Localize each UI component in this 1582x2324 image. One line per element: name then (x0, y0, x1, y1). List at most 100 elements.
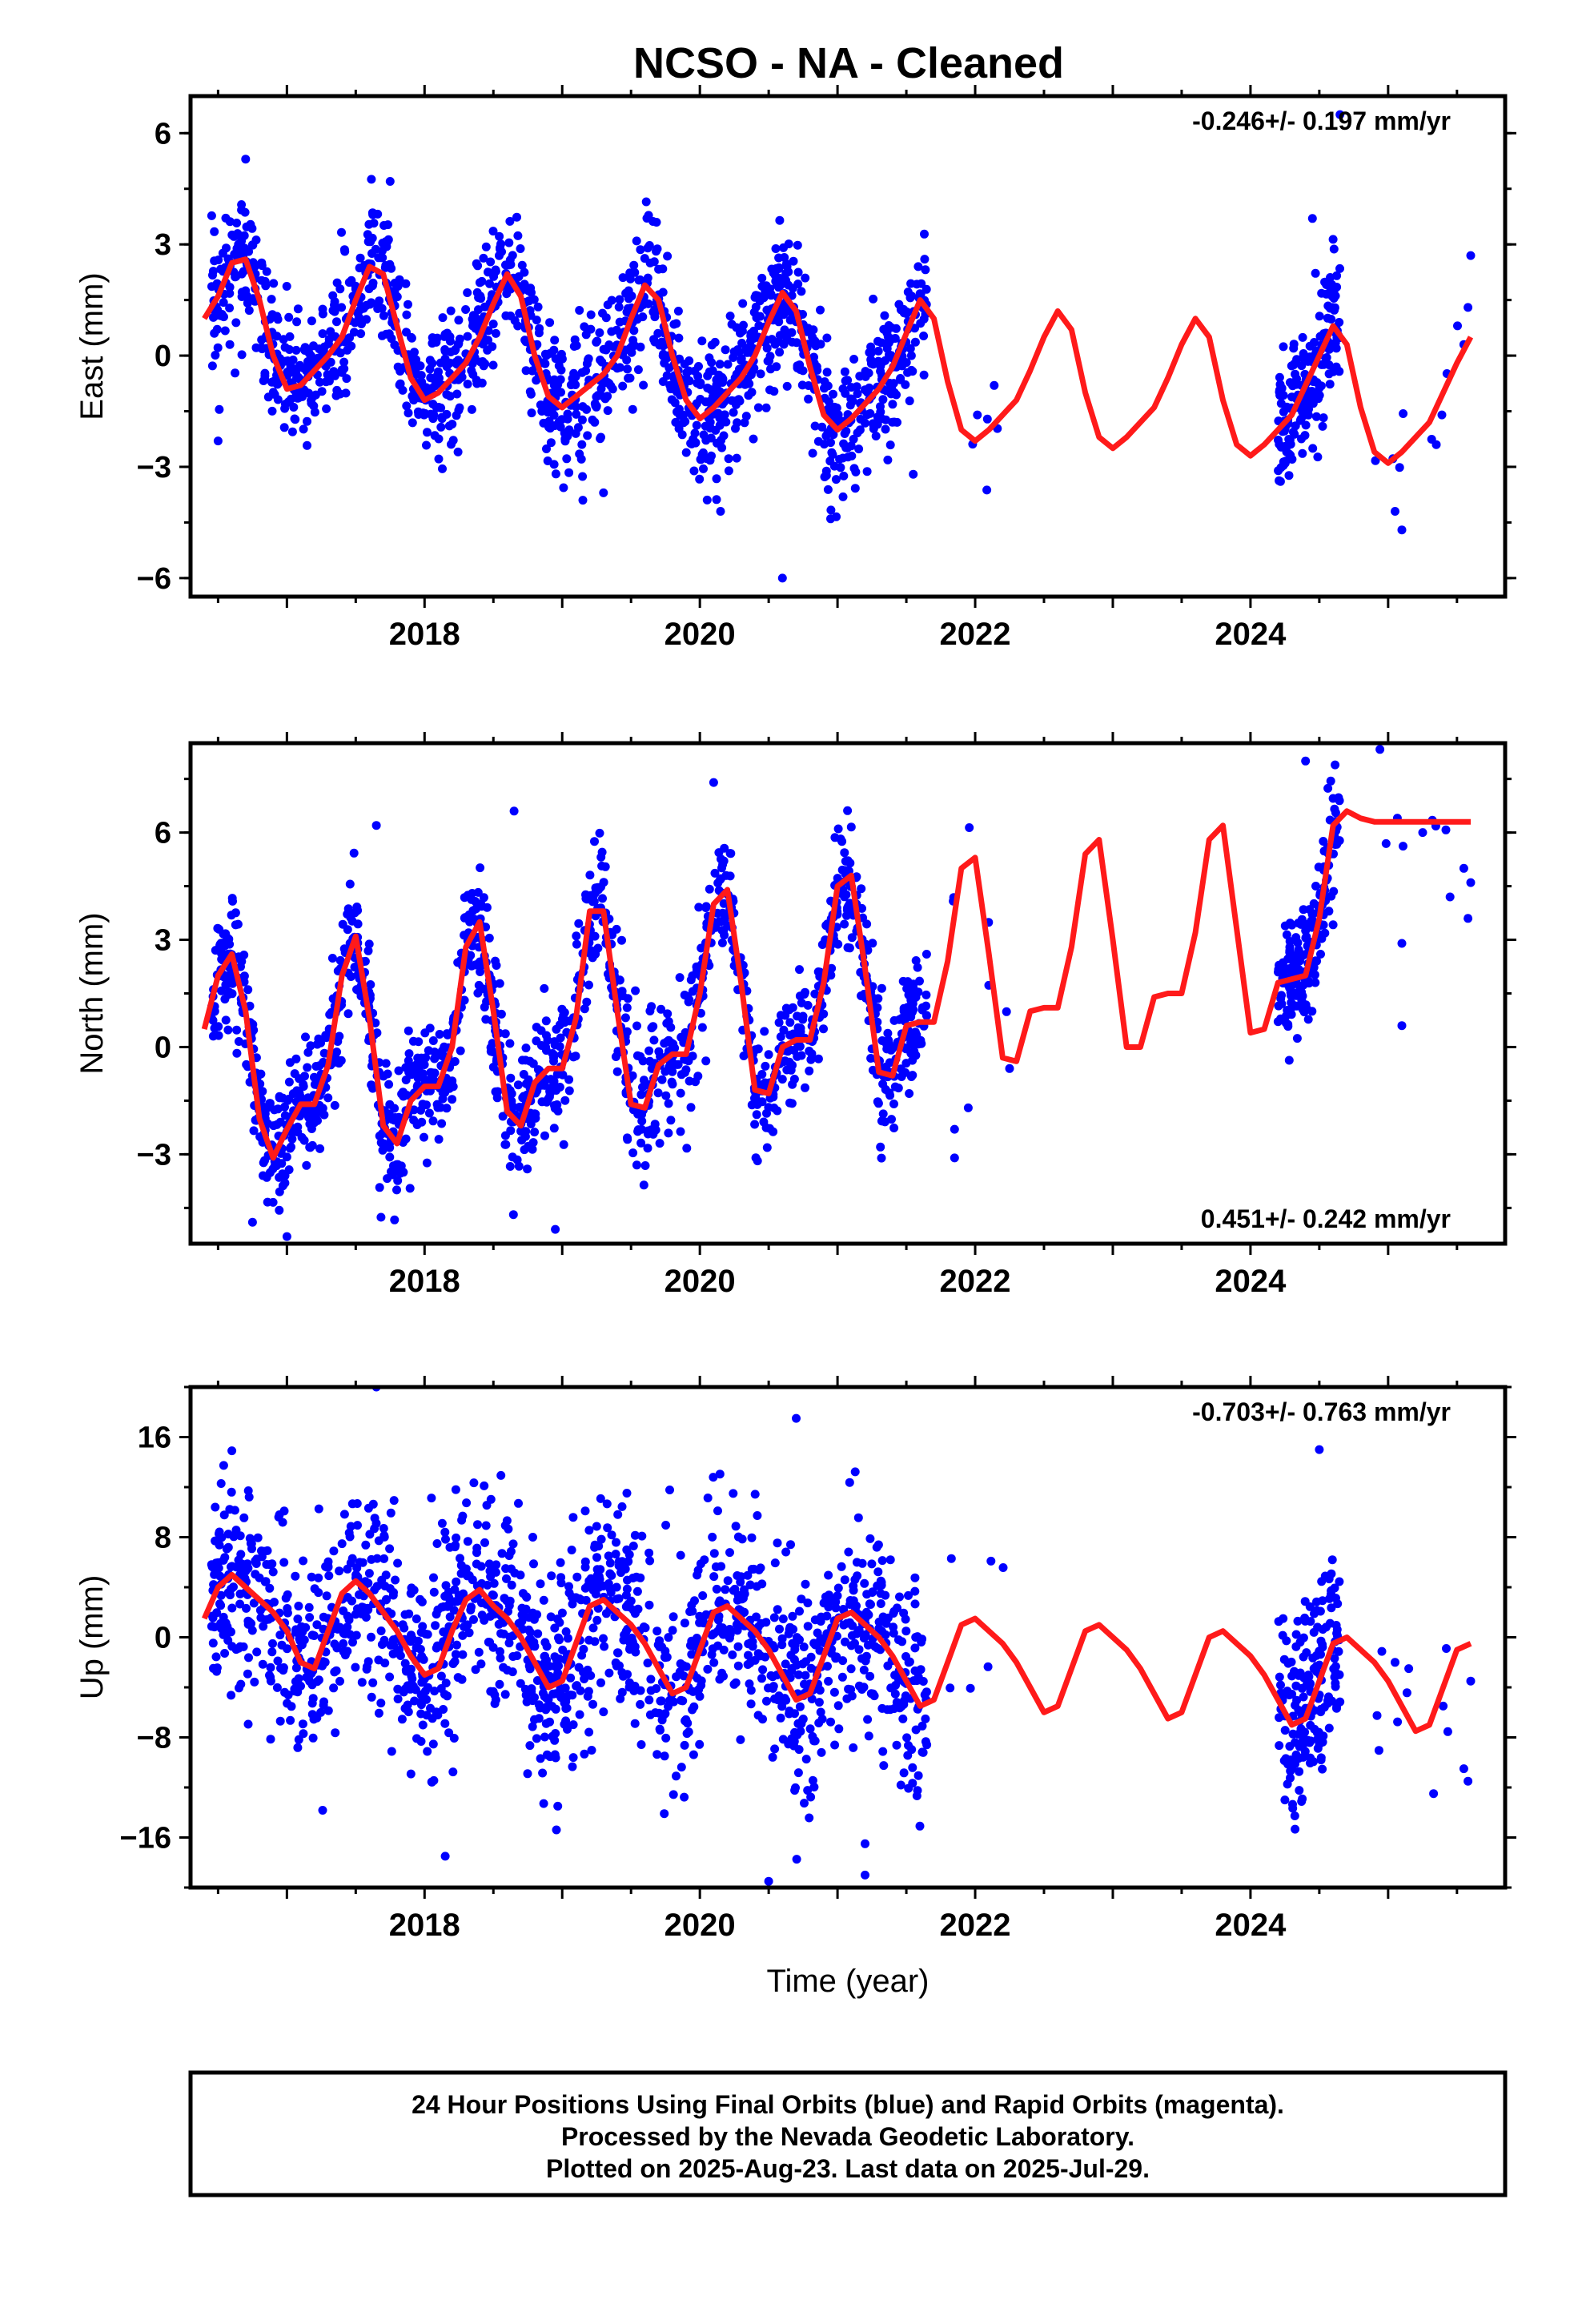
data-point (823, 1662, 832, 1671)
data-point (564, 468, 574, 477)
data-point (901, 1059, 911, 1068)
data-point (873, 1567, 883, 1577)
data-point (440, 1719, 450, 1728)
data-point (303, 1063, 312, 1072)
data-point (870, 1642, 880, 1651)
data-point (467, 366, 476, 376)
data-point (536, 1579, 545, 1589)
data-point (211, 1536, 220, 1546)
data-point (896, 375, 905, 384)
data-point (300, 344, 310, 354)
data-point (1371, 456, 1380, 465)
data-point (222, 1544, 231, 1554)
data-point (380, 1659, 390, 1668)
data-point (797, 380, 807, 390)
data-point (436, 422, 446, 432)
data-point (617, 1502, 627, 1511)
data-point (374, 1536, 383, 1546)
data-point (422, 1158, 432, 1168)
data-point (437, 1518, 447, 1528)
data-point (792, 338, 801, 348)
data-point (547, 1571, 556, 1581)
data-point (876, 1142, 885, 1152)
data-point (877, 338, 886, 348)
data-point (1279, 407, 1288, 416)
data-point (241, 155, 251, 164)
data-point (916, 319, 926, 328)
data-point (631, 986, 640, 995)
data-point (506, 1126, 516, 1136)
data-point (284, 1165, 294, 1175)
data-point (661, 1091, 671, 1100)
data-point (208, 1638, 218, 1648)
data-point (756, 1651, 765, 1661)
data-point (843, 376, 853, 385)
data-point (520, 1145, 529, 1155)
data-point (910, 1643, 920, 1653)
data-point (776, 1032, 785, 1042)
data-point (249, 1126, 259, 1136)
data-point (231, 318, 241, 328)
data-point (514, 1161, 524, 1171)
data-point (688, 971, 697, 980)
data-point (899, 357, 909, 367)
data-point (721, 345, 730, 355)
data-point (427, 1494, 436, 1503)
data-point (558, 1645, 568, 1655)
data-point (564, 1016, 574, 1026)
data-point (448, 420, 457, 429)
data-point (437, 1046, 447, 1055)
data-point (402, 401, 412, 411)
data-point (292, 317, 302, 327)
data-point (822, 333, 832, 343)
data-point (536, 1026, 546, 1035)
data-point (644, 1600, 654, 1610)
data-point (735, 396, 745, 406)
data-point (390, 1215, 400, 1224)
data-point (839, 471, 849, 480)
data-point (551, 469, 560, 479)
data-point (662, 1019, 672, 1028)
data-point (1445, 892, 1455, 902)
data-point (862, 919, 872, 929)
data-point (620, 1564, 630, 1574)
data-point (448, 1659, 458, 1668)
data-point (517, 260, 527, 270)
data-point (758, 1665, 768, 1675)
data-point (236, 962, 245, 971)
data-point (1291, 991, 1301, 1000)
data-point (256, 1613, 266, 1622)
data-point (558, 1070, 568, 1080)
data-point (508, 1152, 517, 1162)
data-point (552, 1825, 561, 1835)
data-point (225, 304, 235, 313)
data-point (580, 1506, 590, 1516)
data-point (325, 1010, 335, 1019)
data-point (1397, 525, 1407, 535)
data-point (436, 1103, 445, 1112)
data-point (649, 1035, 659, 1045)
data-point (736, 1735, 745, 1744)
data-point (432, 337, 441, 347)
data-point (785, 1057, 794, 1067)
data-point (268, 388, 278, 397)
data-point (456, 1046, 465, 1055)
data-point (231, 1645, 241, 1655)
data-point (280, 1178, 290, 1188)
data-point (895, 1703, 905, 1713)
data-point (563, 1724, 572, 1734)
data-point (919, 332, 929, 340)
data-point (630, 1719, 640, 1728)
data-point (280, 1111, 290, 1120)
data-point (239, 977, 249, 987)
data-point (323, 1093, 333, 1103)
data-point (741, 344, 751, 353)
data-point (491, 328, 500, 338)
data-point (746, 1686, 756, 1695)
data-point (441, 1581, 451, 1590)
data-point (747, 388, 757, 397)
data-point (1283, 1006, 1292, 1015)
data-point (1311, 978, 1320, 987)
data-point (259, 1546, 269, 1556)
data-point (428, 1714, 437, 1723)
